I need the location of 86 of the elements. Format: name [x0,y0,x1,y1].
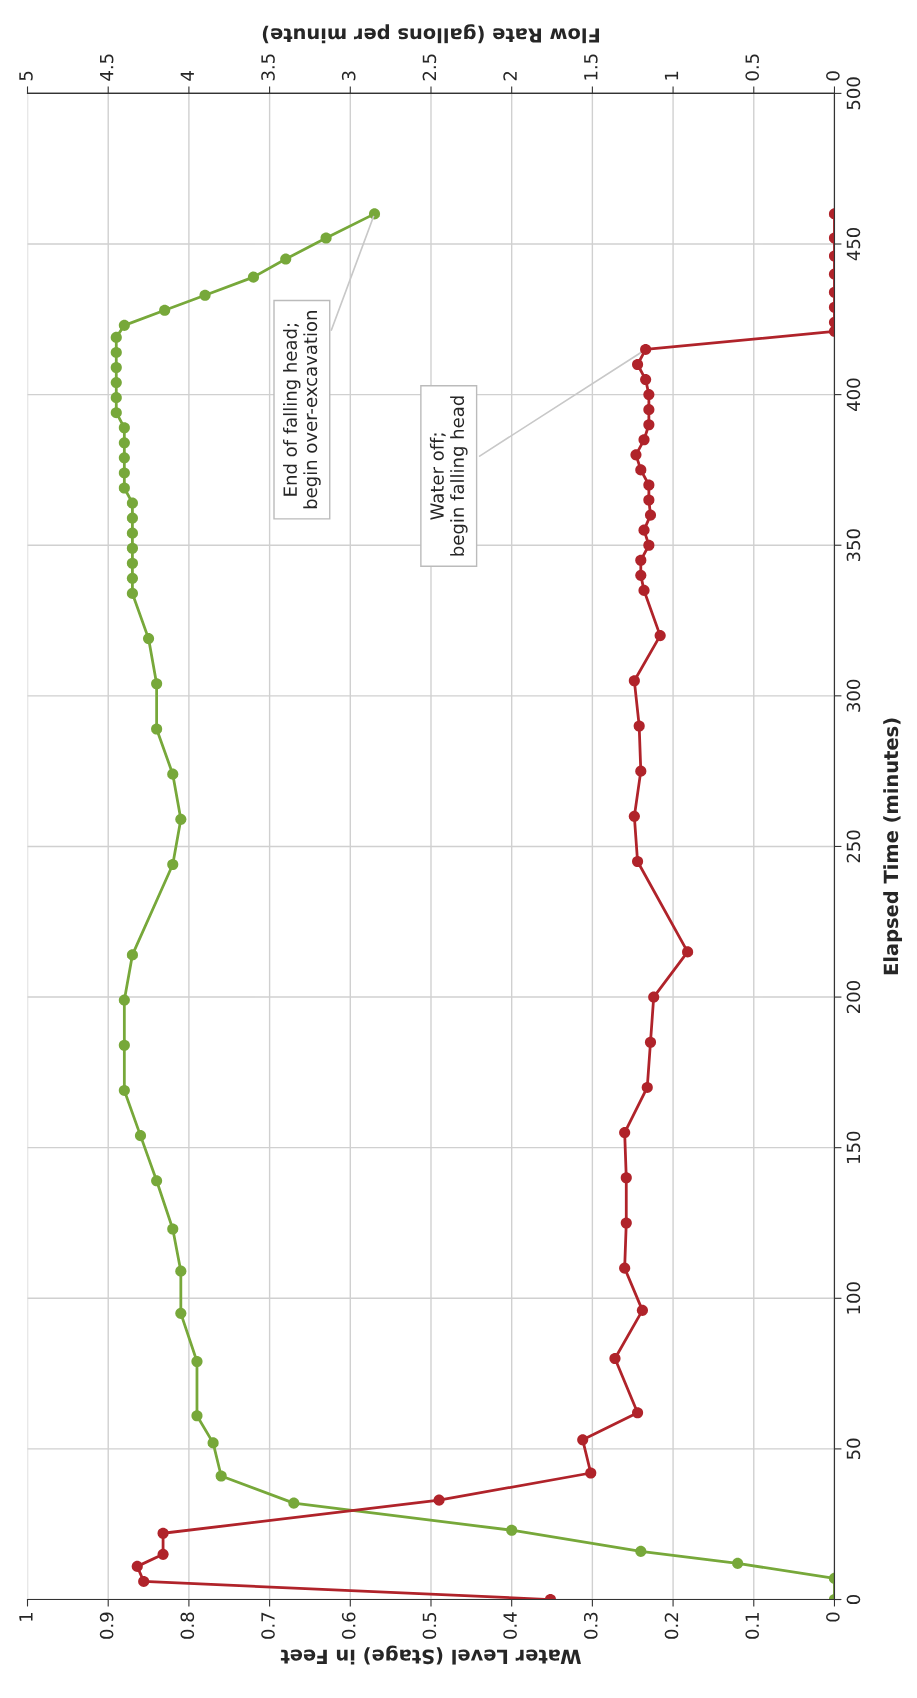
point [110,392,122,404]
point [151,723,163,735]
point [118,452,130,464]
x-tick-label: 0.7 [261,1612,275,1639]
y-tick-label: 450 [846,227,861,261]
point [126,572,138,584]
point [167,1223,179,1235]
x2-tick-label: 2 [503,71,517,81]
x-tick-label: 1 [19,1612,33,1621]
point [118,482,130,494]
x-tick-label: 0.3 [583,1612,598,1639]
point [126,497,138,509]
point [635,1545,647,1557]
point [110,407,122,419]
point [110,377,122,389]
y-tick-label: 250 [846,830,861,863]
x2-tick-label: 3 [341,71,356,81]
x2-tick-label: 1.5 [584,54,598,80]
point [159,304,171,316]
y-axis-title: Elapsed Time (minutes) [883,718,903,975]
point [110,331,122,343]
point [126,557,138,569]
point [126,949,138,961]
point [118,422,130,434]
x2-tick-label: 1 [664,71,679,80]
x-tick-label: 0.9 [99,1612,114,1639]
x-tick-label: 0.2 [664,1613,679,1639]
point [110,346,122,358]
point [167,858,179,871]
point [126,542,138,554]
x2-tick-label: 0.5 [745,54,760,81]
point [118,1039,130,1051]
point [368,208,381,220]
point [320,232,332,244]
y-tick-label: 100 [846,1282,861,1314]
x2-tick-label: 5 [19,71,33,81]
x-tick-label: 0.5 [422,1612,437,1639]
annotation: Water off; begin falling head [429,396,468,556]
y-tick-label: 300 [846,679,861,712]
point [280,253,292,265]
y-tick-label: 150 [846,1131,861,1163]
x2-tick-label: 4 [180,71,194,81]
point [118,467,130,479]
point [191,1410,203,1422]
point [191,1355,203,1368]
x2-axis-title: Flow Rate (gallons per minute) [262,24,600,44]
point [118,319,130,331]
x2-tick-label: 3.5 [261,54,275,81]
y-tick-label: 200 [846,981,861,1013]
x2-tick-label: 0 [826,71,840,81]
point [215,1470,227,1482]
point [175,1307,187,1319]
x-tick-label: 0.1 [745,1612,760,1639]
point [134,1130,147,1142]
y-tick-label: 350 [846,529,861,562]
point [126,512,138,524]
point [110,361,122,374]
point [167,768,179,780]
x-axis-title: Water Level (Stage) in Feet [280,1645,581,1665]
y-tick-label: 400 [846,378,861,411]
point [118,437,130,449]
point [118,1084,130,1096]
point [151,678,163,690]
point [207,1437,219,1449]
point [118,994,130,1006]
x2-tick-label: 4.5 [100,54,114,81]
point [732,1557,744,1569]
x-tick-label: 0.4 [503,1612,517,1639]
point [175,813,187,825]
x2-tick-label: 2.5 [422,54,437,81]
point [151,1175,163,1187]
point [143,633,155,645]
point [506,1524,518,1536]
point [175,1265,187,1277]
annotation: End of falling head; begin over-excavation [283,311,321,509]
point [288,1497,300,1509]
x-tick-label: 0.6 [341,1612,356,1639]
point [199,289,211,301]
point [247,271,260,283]
y-tick-label: 500 [846,77,861,110]
point [126,527,138,539]
x-tick-label: 0.8 [180,1612,195,1639]
y-tick-label: 50 [846,1438,861,1459]
y-tick-label: 0 [846,1594,861,1605]
point [126,587,138,599]
x-tick-label: 0 [826,1612,840,1622]
